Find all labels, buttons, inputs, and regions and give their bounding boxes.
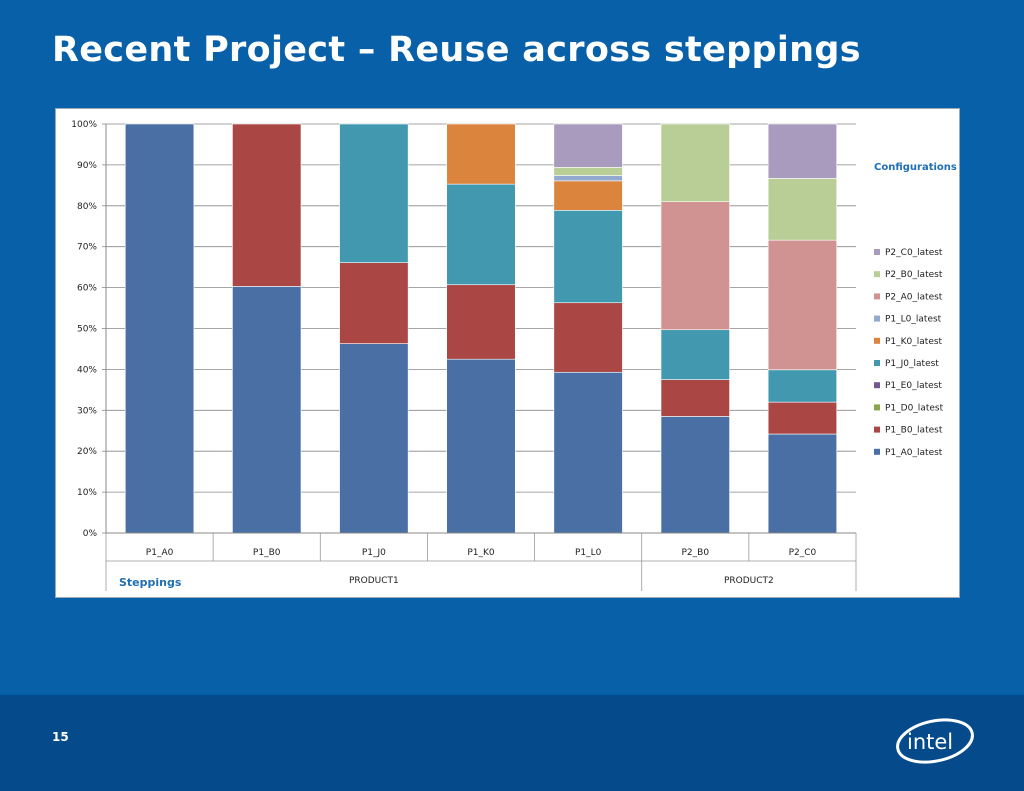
stacked-bar-chart: 0% 10% 20% 30% 40% 50% 60% 70% 80% 90% 100% P1_A0 P1… bbox=[71, 120, 957, 591]
legend-swatch bbox=[874, 271, 880, 278]
x-tick-label: P1_A0 bbox=[146, 548, 174, 558]
x-axis-title: Steppings bbox=[119, 576, 182, 589]
legend-swatch bbox=[874, 426, 880, 433]
y-tick-label: 0% bbox=[83, 529, 98, 539]
legend-label: P2_C0_latest bbox=[885, 248, 943, 258]
bar-segment bbox=[446, 358, 516, 534]
y-tick-label: 90% bbox=[77, 161, 97, 171]
bar-segment bbox=[553, 123, 623, 168]
bar-segment bbox=[660, 379, 730, 417]
bar-segment bbox=[124, 123, 195, 534]
bar-segment bbox=[446, 284, 516, 360]
legend-label: P1_K0_latest bbox=[885, 337, 943, 347]
legend-label: P2_B0_latest bbox=[885, 270, 943, 280]
page-number: 15 bbox=[52, 730, 69, 744]
legend-swatch bbox=[874, 337, 880, 344]
bar-segment bbox=[339, 343, 409, 534]
bar-segment bbox=[553, 371, 623, 534]
axes: 0% 10% 20% 30% 40% 50% 60% 70% 80% 90% 100% P1_A0 P1… bbox=[71, 120, 857, 591]
legend-swatch bbox=[874, 404, 880, 411]
y-tick-label: 40% bbox=[77, 365, 97, 375]
legend-swatch bbox=[874, 315, 880, 322]
y-tick-label: 10% bbox=[77, 488, 97, 498]
bar-segment bbox=[339, 123, 409, 263]
y-tick-label: 60% bbox=[77, 284, 97, 294]
legend-label: P1_D0_latest bbox=[885, 403, 944, 413]
legend-swatch bbox=[874, 382, 880, 389]
group-label: PRODUCT2 bbox=[724, 576, 774, 586]
bar-segment bbox=[767, 123, 838, 179]
chart-container: 0% 10% 20% 30% 40% 50% 60% 70% 80% 90% 100% P1_A0 P1… bbox=[55, 108, 960, 598]
footer-band bbox=[0, 695, 1024, 791]
bar-segment bbox=[553, 209, 623, 304]
x-tick-label: P2_C0 bbox=[789, 548, 817, 558]
bars bbox=[124, 123, 838, 534]
x-tick-label: P2_B0 bbox=[682, 548, 710, 558]
bar-segment bbox=[446, 123, 516, 185]
bar-segment bbox=[767, 401, 838, 435]
x-tick-label: P1_K0 bbox=[467, 548, 495, 558]
x-tick-label: P1_L0 bbox=[575, 548, 602, 558]
bar-segment bbox=[553, 175, 623, 182]
y-tick-label: 80% bbox=[77, 202, 97, 212]
x-tick-label: P1_B0 bbox=[253, 548, 281, 558]
bar-segment bbox=[767, 239, 838, 371]
y-tick-label: 50% bbox=[77, 325, 97, 335]
legend-label: P1_L0_latest bbox=[885, 315, 942, 325]
legend: P2_C0_latest P2_B0_latest P2_A0_latest P1_L… bbox=[874, 248, 944, 458]
slide-title: Recent Project – Reuse across steppings bbox=[52, 30, 861, 70]
y-tick-label: 70% bbox=[77, 243, 97, 253]
legend-swatch bbox=[874, 448, 880, 455]
group-label: PRODUCT1 bbox=[349, 576, 399, 586]
y-tick-label: 30% bbox=[77, 406, 97, 416]
legend-label: P1_B0_latest bbox=[885, 426, 943, 436]
legend-swatch bbox=[874, 360, 880, 366]
bar-segment bbox=[660, 201, 730, 331]
bar-segment bbox=[553, 180, 623, 211]
legend-label: P1_J0_latest bbox=[885, 359, 939, 369]
legend-title: Configurations bbox=[874, 162, 957, 173]
x-tick-label: P1_J0 bbox=[362, 548, 386, 558]
bar-segment bbox=[660, 416, 730, 534]
intel-logo: intel bbox=[896, 718, 974, 764]
legend-label: P1_E0_latest bbox=[885, 381, 942, 391]
bar-segment bbox=[232, 286, 302, 534]
legend-swatch bbox=[874, 293, 880, 300]
bar-segment bbox=[660, 123, 730, 203]
y-tick-label: 100% bbox=[71, 120, 97, 130]
bar-segment bbox=[660, 329, 730, 380]
bar-segment bbox=[339, 262, 409, 344]
intel-logo-wordmark: intel bbox=[907, 730, 953, 754]
bar-segment bbox=[553, 167, 623, 176]
bar-segment bbox=[446, 183, 516, 286]
bar-segment bbox=[232, 123, 302, 287]
bar-segment bbox=[767, 178, 838, 241]
bar-segment bbox=[767, 369, 838, 403]
y-tick-label: 20% bbox=[77, 447, 97, 457]
legend-label: P1_A0_latest bbox=[885, 448, 943, 458]
legend-swatch bbox=[874, 249, 880, 255]
bar-segment bbox=[767, 433, 838, 534]
legend-label: P2_A0_latest bbox=[885, 292, 943, 302]
bar-segment bbox=[553, 302, 623, 373]
